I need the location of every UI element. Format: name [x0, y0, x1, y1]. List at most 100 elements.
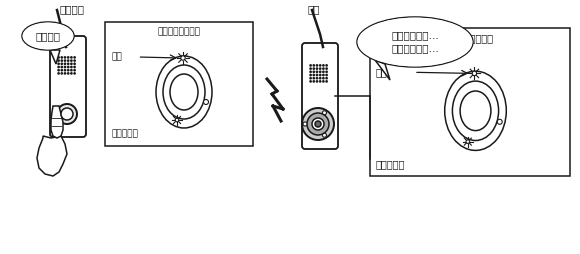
- Polygon shape: [50, 50, 60, 64]
- Circle shape: [74, 57, 75, 58]
- Circle shape: [61, 70, 63, 71]
- Text: 電源ランプ: 電源ランプ: [376, 159, 405, 169]
- Circle shape: [322, 81, 324, 82]
- Circle shape: [71, 60, 72, 61]
- Circle shape: [497, 119, 502, 124]
- Circle shape: [67, 66, 69, 68]
- Circle shape: [64, 57, 66, 58]
- Circle shape: [320, 74, 321, 76]
- Circle shape: [320, 71, 321, 72]
- Text: ピンポン: ピンポン: [35, 31, 60, 41]
- Circle shape: [313, 81, 314, 82]
- Text: ブーブーブー…
ブーブーブー…: ブーブーブー… ブーブーブー…: [391, 30, 439, 54]
- Circle shape: [315, 121, 321, 127]
- Circle shape: [61, 66, 63, 68]
- Circle shape: [64, 60, 66, 61]
- Circle shape: [64, 73, 66, 74]
- Circle shape: [71, 73, 72, 74]
- Circle shape: [71, 66, 72, 68]
- Circle shape: [61, 60, 63, 61]
- Circle shape: [74, 66, 75, 68]
- Circle shape: [204, 100, 208, 104]
- Circle shape: [313, 71, 314, 72]
- Circle shape: [61, 73, 63, 74]
- Ellipse shape: [357, 18, 473, 67]
- Circle shape: [58, 66, 59, 68]
- Text: 点滅: 点滅: [376, 67, 388, 77]
- Circle shape: [326, 71, 327, 72]
- Circle shape: [316, 81, 318, 82]
- Circle shape: [303, 122, 307, 126]
- Circle shape: [320, 81, 321, 82]
- Text: 点滅: 点滅: [111, 53, 122, 61]
- Circle shape: [64, 70, 66, 71]
- Circle shape: [310, 68, 311, 69]
- Text: 呼出・通話ランプ: 呼出・通話ランプ: [447, 33, 494, 43]
- Circle shape: [61, 57, 63, 58]
- Text: 親器: 親器: [308, 4, 321, 14]
- Circle shape: [326, 68, 327, 69]
- Circle shape: [310, 77, 311, 79]
- Circle shape: [67, 70, 69, 71]
- Circle shape: [326, 74, 327, 76]
- Circle shape: [316, 68, 318, 69]
- Circle shape: [310, 65, 311, 66]
- Circle shape: [313, 74, 314, 76]
- Polygon shape: [51, 106, 63, 138]
- Circle shape: [175, 118, 179, 122]
- Circle shape: [61, 63, 63, 65]
- Circle shape: [466, 140, 470, 144]
- Polygon shape: [375, 60, 390, 80]
- Circle shape: [312, 118, 324, 130]
- Circle shape: [326, 65, 327, 66]
- Circle shape: [322, 111, 327, 115]
- Circle shape: [316, 71, 318, 72]
- Circle shape: [58, 57, 59, 58]
- Circle shape: [322, 71, 324, 72]
- Circle shape: [71, 70, 72, 71]
- Ellipse shape: [23, 23, 74, 50]
- Circle shape: [320, 68, 321, 69]
- Circle shape: [322, 65, 324, 66]
- Circle shape: [310, 74, 311, 76]
- Circle shape: [313, 65, 314, 66]
- Circle shape: [74, 70, 75, 71]
- Circle shape: [67, 57, 69, 58]
- Circle shape: [322, 74, 324, 76]
- Circle shape: [61, 108, 73, 120]
- Circle shape: [472, 71, 477, 76]
- Circle shape: [64, 63, 66, 65]
- Circle shape: [313, 68, 314, 69]
- Circle shape: [74, 60, 75, 61]
- Circle shape: [322, 133, 327, 137]
- FancyBboxPatch shape: [302, 43, 338, 149]
- Circle shape: [310, 81, 311, 82]
- Text: 電源ランプ: 電源ランプ: [111, 130, 138, 138]
- Circle shape: [302, 108, 334, 140]
- FancyBboxPatch shape: [50, 36, 86, 137]
- Circle shape: [64, 66, 66, 68]
- Polygon shape: [37, 136, 67, 176]
- Circle shape: [58, 70, 59, 71]
- Circle shape: [326, 77, 327, 79]
- Circle shape: [316, 77, 318, 79]
- Circle shape: [316, 74, 318, 76]
- Circle shape: [58, 73, 59, 74]
- Ellipse shape: [22, 22, 74, 50]
- Circle shape: [67, 60, 69, 61]
- Circle shape: [57, 104, 77, 124]
- Text: 室内子器: 室内子器: [60, 4, 85, 14]
- Circle shape: [71, 57, 72, 58]
- Circle shape: [316, 65, 318, 66]
- Circle shape: [74, 63, 75, 65]
- Circle shape: [74, 73, 75, 74]
- Circle shape: [58, 63, 59, 65]
- Circle shape: [313, 77, 314, 79]
- Circle shape: [320, 77, 321, 79]
- Circle shape: [322, 77, 324, 79]
- Circle shape: [320, 65, 321, 66]
- Circle shape: [181, 56, 185, 60]
- Circle shape: [71, 63, 72, 65]
- Circle shape: [58, 60, 59, 61]
- Ellipse shape: [357, 17, 473, 67]
